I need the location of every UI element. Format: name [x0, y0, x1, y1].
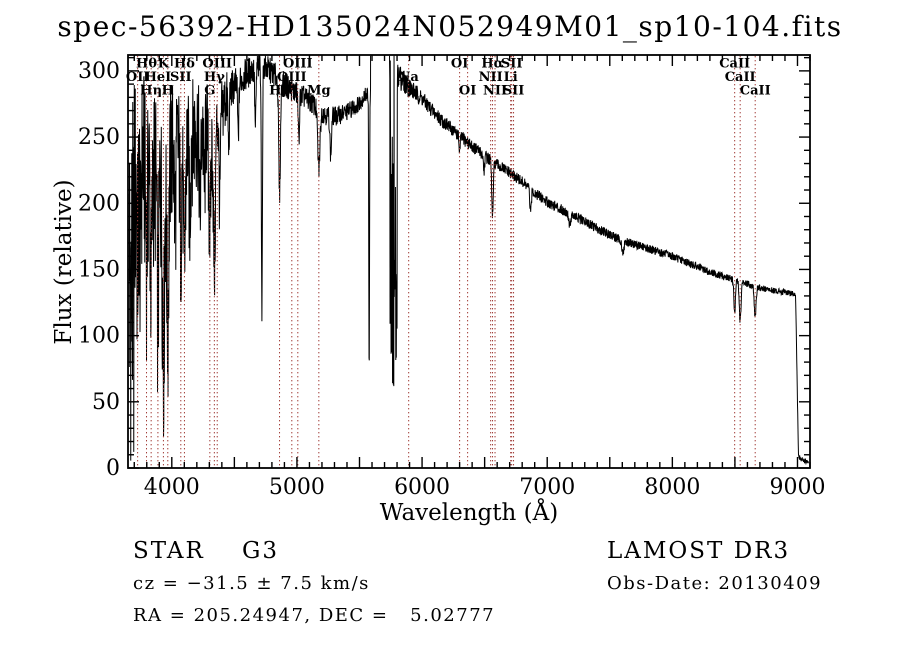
y-tick-label: 50 — [92, 390, 120, 415]
spectral-line-label: Hη — [140, 84, 162, 99]
y-tick-label: 300 — [78, 59, 120, 84]
spectral-line-label: OI — [459, 84, 476, 99]
cz-velocity-value: cz = −31.5 ± 7.5 km/s — [133, 573, 370, 594]
spectral-line-label: Na — [399, 70, 420, 85]
spectral-line-label: NII — [483, 84, 507, 99]
spectral-line-label: Hβ — [269, 84, 290, 99]
spectral-line-label: OIII — [283, 57, 313, 72]
spectral-line-label: Li — [504, 70, 518, 85]
spectral-line-label: Mg — [307, 84, 330, 99]
y-axis-title: Flux (relative) — [51, 179, 77, 345]
spectral-line-label: SII — [501, 57, 523, 72]
x-axis-title: Wavelength (Å) — [379, 500, 559, 526]
y-tick-label: 150 — [78, 257, 120, 282]
x-tick-label: 6000 — [394, 475, 450, 500]
spectral-line-label: CaII — [725, 70, 756, 85]
y-tick-label: 200 — [78, 191, 120, 216]
spectral-line-label: CaII — [740, 84, 771, 99]
spectral-line-label: G — [204, 84, 215, 99]
spectrum-path — [128, 55, 809, 466]
spectral-line-label: K — [158, 57, 170, 72]
spectral-line-label: HeI — [145, 70, 172, 85]
obs-date-value: Obs-Date: 20130409 — [607, 573, 823, 594]
survey-release-label: LAMOST DR3 — [607, 538, 791, 564]
spectral-line-label: SII — [170, 70, 192, 85]
x-tick-label: 8000 — [644, 475, 700, 500]
spectral-line-label: OI — [451, 57, 468, 72]
spectral-line-label: Hα — [481, 57, 503, 72]
y-tick-label: 100 — [78, 324, 120, 349]
spectral-line-label: Hδ — [174, 57, 195, 72]
spectral-line-label: SII — [503, 84, 525, 99]
x-tick-label: 4000 — [144, 475, 200, 500]
spectral-line-label: OII — [126, 70, 150, 85]
spectral-line-label: Hθ — [136, 57, 157, 72]
y-tick-label: 250 — [78, 125, 120, 150]
spectral-line-label: OIII — [277, 70, 307, 85]
x-tick-label: 9000 — [769, 475, 825, 500]
ra-dec-value: RA = 205.24947, DEC = 5.02777 — [133, 605, 496, 626]
y-tick-label: 0 — [106, 456, 120, 481]
plot-frame — [127, 54, 811, 469]
object-class-label: STAR G3 — [133, 538, 280, 564]
x-tick-label: 7000 — [519, 475, 575, 500]
x-tick-label: 5000 — [269, 475, 325, 500]
plot-title: spec-56392-HD135024N052949M01_sp10-104.f… — [57, 10, 843, 43]
spectral-line-label: Hγ — [204, 70, 225, 85]
spectral-line-label: H — [162, 84, 174, 99]
spectral-line-label: NII — [479, 70, 503, 85]
